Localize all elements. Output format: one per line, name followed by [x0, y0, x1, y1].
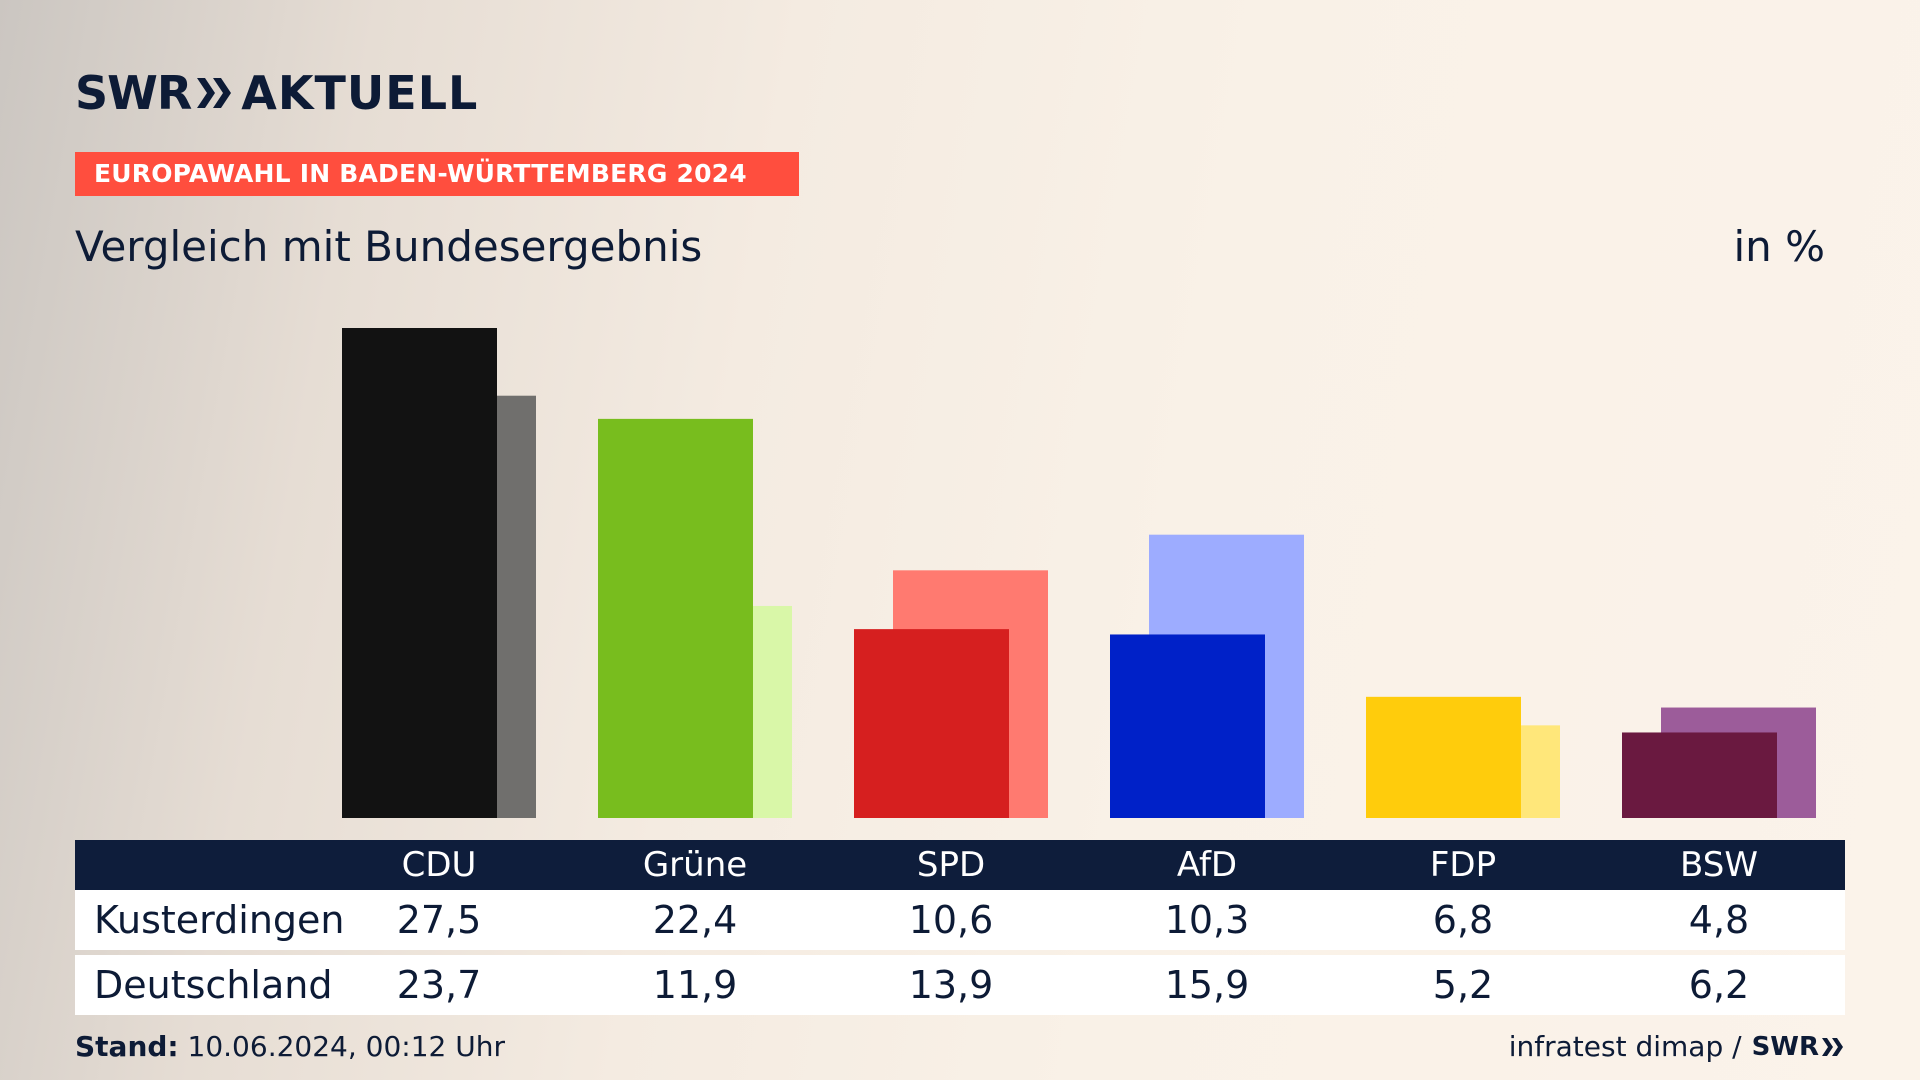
- column-header-afd: AfD: [1176, 845, 1238, 885]
- row-label-kusterdingen: Kusterdingen: [94, 898, 345, 942]
- logo-aktuell-text: AKTUELL: [241, 66, 479, 120]
- bar-kusterdingen-gruene: [598, 418, 753, 818]
- value-label-deutschland-bsw: 6,2: [1688, 963, 1750, 1007]
- value-label-deutschland-afd: 15,9: [1164, 963, 1250, 1007]
- source-credit: infratest dimap / SWR: [1509, 1030, 1845, 1063]
- source-text: infratest dimap /: [1508, 1030, 1742, 1063]
- stand-label: Stand:: [75, 1030, 179, 1063]
- value-label-deutschland-gruene: 11,9: [652, 963, 738, 1007]
- chart-subtitle: Vergleich mit Bundesergebnis: [75, 222, 703, 271]
- logo-swr-text: SWR: [75, 66, 192, 120]
- election-banner: EUROPAWAHL IN BADEN-WÜRTTEMBERG 2024: [75, 152, 799, 196]
- results-table: CDU Grüne SPD AfD FDP BSW Kusterdingen 27,5 22…: [75, 840, 1845, 1015]
- bar-kusterdingen-spd: [854, 629, 1009, 818]
- timestamp: Stand: 10.06.2024, 00:12 Uhr: [75, 1030, 505, 1063]
- column-header-spd: SPD: [916, 845, 986, 885]
- value-label-kusterdingen-bsw: 4,8: [1688, 898, 1750, 942]
- value-label-deutschland-spd: 13,9: [908, 963, 994, 1007]
- swr-aktuell-logo: SWR AKTUELL: [75, 66, 478, 120]
- table-row-kusterdingen: Kusterdingen 27,5 22,4 10,6 10,3 6,8 4,8: [75, 890, 1845, 950]
- column-header-bsw: BSW: [1680, 845, 1758, 885]
- small-double-chevron-icon: [1822, 1037, 1843, 1056]
- bar-chart: [342, 328, 1816, 818]
- table-row-deutschland: Deutschland 23,7 11,9 13,9 15,9 5,2 6,2: [75, 955, 1845, 1015]
- value-label-deutschland-fdp: 5,2: [1432, 963, 1494, 1007]
- value-label-kusterdingen-spd: 10,6: [908, 898, 994, 942]
- row-label-deutschland: Deutschland: [94, 963, 333, 1007]
- source-swr-logo: SWR: [1751, 1031, 1819, 1062]
- bar-kusterdingen-afd: [1110, 634, 1265, 818]
- unit-label: in %: [1733, 222, 1825, 271]
- value-label-kusterdingen-afd: 10,3: [1164, 898, 1250, 942]
- bar-kusterdingen-cdu: [342, 328, 497, 818]
- table-header: CDU Grüne SPD AfD FDP BSW: [75, 840, 1845, 890]
- double-chevron-icon: [197, 78, 232, 108]
- column-header-cdu: CDU: [401, 845, 477, 885]
- value-label-kusterdingen-gruene: 22,4: [652, 898, 738, 942]
- stand-value: 10.06.2024, 00:12 Uhr: [187, 1030, 505, 1063]
- column-header-fdp: FDP: [1429, 845, 1497, 885]
- bar-kusterdingen-bsw: [1622, 732, 1777, 818]
- column-header-gruene: Grüne: [642, 845, 748, 885]
- bar-kusterdingen-fdp: [1366, 696, 1521, 818]
- value-label-deutschland-cdu: 23,7: [396, 963, 482, 1007]
- value-label-kusterdingen-cdu: 27,5: [396, 898, 482, 942]
- value-label-kusterdingen-fdp: 6,8: [1432, 898, 1494, 942]
